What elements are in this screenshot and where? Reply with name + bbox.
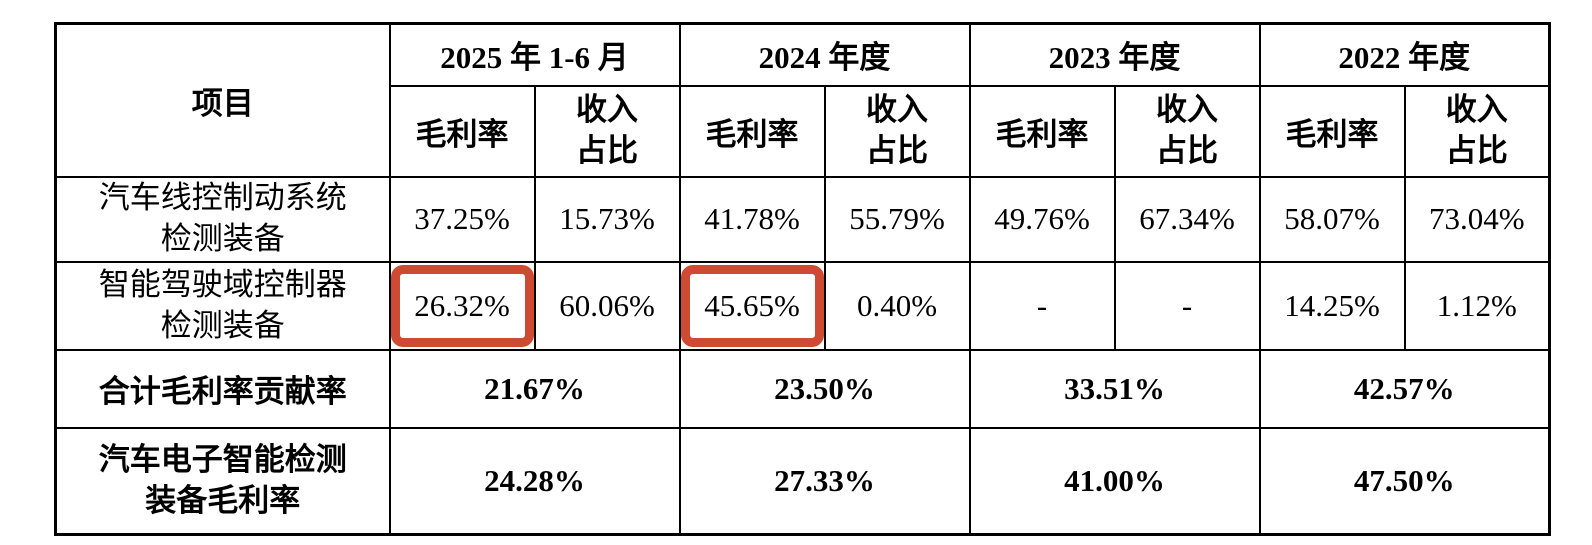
- value-cell: 67.34%: [1113, 175, 1261, 263]
- year-header-2025h1: 2025 年 1-6 月: [388, 22, 681, 87]
- value-cell-highlighted: 26.32%: [388, 260, 536, 351]
- gross-margin-subheader-2023: 毛利率: [968, 84, 1116, 178]
- summary-value-cell: 47.50%: [1258, 426, 1551, 536]
- value-cell: 49.76%: [968, 175, 1116, 263]
- value-cell: 0.40%: [823, 260, 971, 351]
- value-cell: 60.06%: [533, 260, 681, 351]
- table-row-domain-controller: 智能驾驶域控制器 检测装备 26.32% 60.06% 45.65% 0.40%…: [54, 260, 1551, 351]
- gross-margin-subheader-2022: 毛利率: [1258, 84, 1406, 178]
- summary-value-cell: 21.67%: [388, 348, 681, 429]
- year-header-2023: 2023 年度: [968, 22, 1261, 87]
- value-cell: -: [968, 260, 1116, 351]
- revenue-share-line1: 收入: [576, 92, 638, 128]
- revenue-share-line1: 收入: [1156, 92, 1218, 128]
- row-label-total-contribution: 合计毛利率贡献率: [54, 348, 391, 429]
- value-cell: 55.79%: [823, 175, 971, 263]
- highlighted-value: 26.32%: [414, 287, 510, 323]
- value-cell-highlighted: 45.65%: [678, 260, 826, 351]
- red-highlight-box: 26.32%: [390, 264, 534, 347]
- value-cell: -: [1113, 260, 1261, 351]
- row-label-domain-controller: 智能驾驶域控制器 检测装备: [54, 260, 391, 351]
- item-header-cell: 项目: [54, 22, 391, 178]
- value-cell: 73.04%: [1403, 175, 1551, 263]
- gross-margin-subheader-2024: 毛利率: [678, 84, 826, 178]
- revenue-share-subheader-2022: 收入 占比: [1403, 84, 1551, 178]
- table-row-total-contribution: 合计毛利率贡献率 21.67% 23.50% 33.51% 42.57%: [54, 348, 1551, 429]
- row-label-line2: 装备毛利率: [145, 482, 301, 518]
- year-header-2022: 2022 年度: [1258, 22, 1551, 87]
- year-header-2024: 2024 年度: [678, 22, 971, 87]
- value-cell: 37.25%: [388, 175, 536, 263]
- value-cell: 58.07%: [1258, 175, 1406, 263]
- row-label-line2: 检测装备: [160, 221, 285, 256]
- row-label-brake-system: 汽车线控制动系统 检测装备: [54, 175, 391, 263]
- row-label-line1: 智能驾驶域控制器: [98, 266, 347, 302]
- revenue-share-subheader-2025: 收入 占比: [533, 84, 681, 178]
- value-cell: 14.25%: [1258, 260, 1406, 351]
- highlighted-value: 45.65%: [704, 287, 800, 323]
- value-cell: 15.73%: [533, 175, 681, 263]
- row-label-line1: 汽车电子智能检测: [98, 441, 347, 477]
- revenue-share-subheader-2024: 收入 占比: [823, 84, 971, 178]
- gross-margin-subheader-2025: 毛利率: [388, 84, 536, 178]
- summary-value-cell: 27.33%: [678, 426, 971, 536]
- row-label-overall-margin: 汽车电子智能检测 装备毛利率: [54, 426, 391, 536]
- table-row-overall-margin: 汽车电子智能检测 装备毛利率 24.28% 27.33% 41.00% 47.5…: [54, 426, 1551, 536]
- red-highlight-box: 45.65%: [680, 264, 824, 347]
- revenue-share-line2: 占比: [866, 133, 928, 168]
- revenue-share-line2: 占比: [1156, 133, 1218, 168]
- summary-value-cell: 23.50%: [678, 348, 971, 429]
- revenue-share-line2: 占比: [576, 133, 638, 168]
- revenue-share-line1: 收入: [1445, 92, 1508, 128]
- value-cell: 1.12%: [1403, 260, 1551, 351]
- summary-value-cell: 24.28%: [388, 426, 681, 536]
- revenue-share-line1: 收入: [866, 92, 928, 128]
- row-label-line1: 汽车线控制动系统: [98, 180, 347, 216]
- summary-value-cell: 41.00%: [968, 426, 1261, 536]
- revenue-share-subheader-2023: 收入 占比: [1113, 84, 1261, 178]
- table-row-brake-system: 汽车线控制动系统 检测装备 37.25% 15.73% 41.78% 55.79…: [54, 175, 1551, 263]
- value-cell: 41.78%: [678, 175, 826, 263]
- summary-value-cell: 33.51%: [968, 348, 1261, 429]
- margin-revenue-table: 项目 2025 年 1-6 月 2024 年度 2023 年度 2022 年度 …: [54, 22, 1551, 536]
- row-label-line2: 检测装备: [160, 307, 285, 343]
- summary-value-cell: 42.57%: [1258, 348, 1551, 429]
- revenue-share-line2: 占比: [1445, 133, 1508, 168]
